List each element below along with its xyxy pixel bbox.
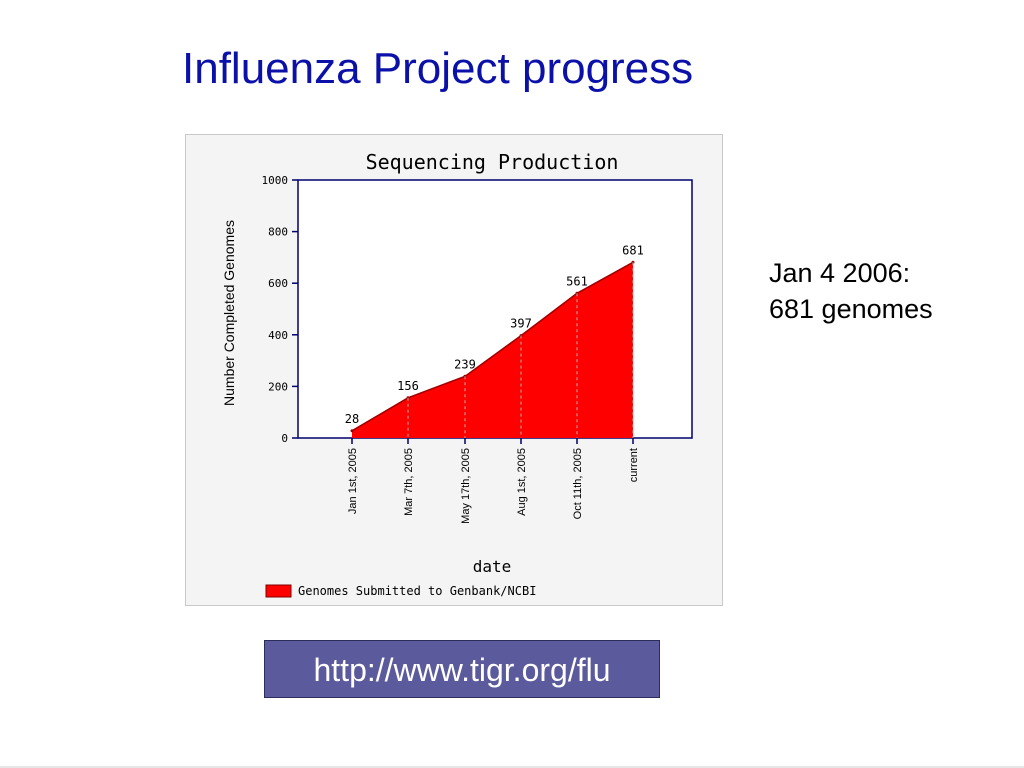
summary-note-count: 681 genomes <box>769 294 933 324</box>
y-tick-label: 200 <box>268 380 288 393</box>
data-label: 397 <box>510 317 532 331</box>
summary-note-date: Jan 4 2006: <box>769 258 911 288</box>
y-axis: 0 200 400 600 800 1000 <box>262 174 298 445</box>
data-labels: 28 156 239 397 561 681 <box>345 243 644 425</box>
data-point <box>631 260 635 264</box>
data-point <box>575 291 579 295</box>
data-label: 156 <box>397 379 419 393</box>
area-layer <box>350 260 635 438</box>
x-axis: Jan 1st, 2005 Mar 7th, 2005 May 17th, 2005… <box>347 438 640 524</box>
y-tick-label: 1000 <box>262 174 289 187</box>
x-tick-label: Mar 7th, 2005 <box>403 448 415 516</box>
data-point <box>463 374 467 378</box>
data-label: 28 <box>345 412 359 426</box>
data-label: 561 <box>566 274 588 288</box>
x-tick-label: Aug 1st, 2005 <box>516 448 528 516</box>
y-tick-label: 600 <box>268 277 288 290</box>
area-series-genomes <box>352 262 633 438</box>
y-tick-label: 800 <box>268 226 288 239</box>
drop-lines <box>407 262 634 438</box>
x-tick-label: current <box>628 448 640 482</box>
bottom-divider <box>0 766 1024 768</box>
data-label: 681 <box>622 243 644 257</box>
sequencing-production-chart: Sequencing Production Number Completed G… <box>221 150 693 598</box>
x-tick-label: May 17th, 2005 <box>460 448 472 524</box>
x-tick-label: Jan 1st, 2005 <box>347 448 359 514</box>
data-point <box>350 429 354 433</box>
legend-label: Genomes Submitted to Genbank/NCBI <box>298 584 536 598</box>
x-tick-label: Oct 11th, 2005 <box>572 448 584 519</box>
slide-title: Influenza Project progress <box>182 44 694 93</box>
data-label: 239 <box>454 357 476 371</box>
y-tick-label: 400 <box>268 329 288 342</box>
summary-note: Jan 4 2006: 681 genomes <box>769 255 933 327</box>
tigr-flu-link[interactable]: http://www.tigr.org/flu <box>264 640 660 698</box>
chart-title: Sequencing Production <box>366 150 619 174</box>
x-axis-label: date <box>473 557 512 576</box>
y-axis-label: Number Completed Genomes <box>221 220 237 406</box>
legend-swatch <box>265 584 292 598</box>
legend: Genomes Submitted to Genbank/NCBI <box>265 584 536 598</box>
chart-frame: Sequencing Production Number Completed G… <box>185 134 723 606</box>
y-tick-label: 0 <box>281 432 288 445</box>
series-line <box>351 261 634 432</box>
